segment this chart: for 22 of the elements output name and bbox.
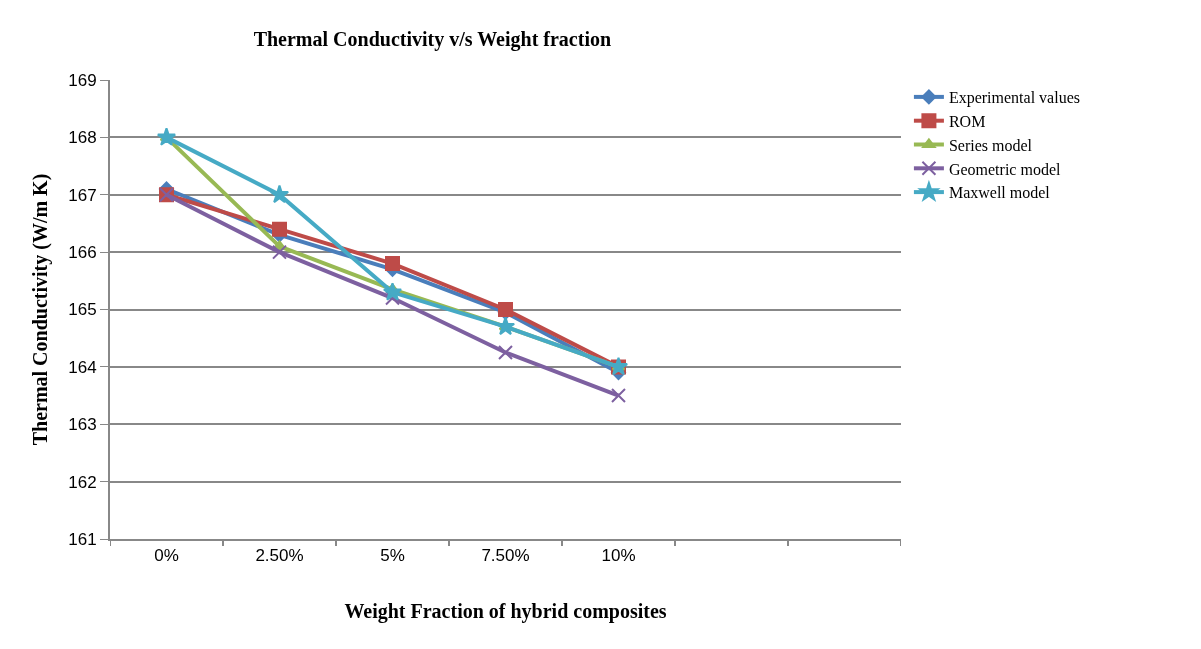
legend-label: ROM xyxy=(948,112,986,130)
x-tick-label: 10% xyxy=(601,546,636,566)
x-tick-label: 7.50% xyxy=(481,546,530,566)
y-axis-title: Thermal Conductivity (W/m K) xyxy=(29,173,53,446)
y-tick-label: 165 xyxy=(68,300,97,320)
y-tick-label: 161 xyxy=(68,529,97,549)
y-tick-label: 163 xyxy=(68,415,97,435)
legend-label: Maxwell model xyxy=(948,184,1051,202)
y-tick-label: 164 xyxy=(68,357,97,377)
y-tick-label: 162 xyxy=(68,472,97,492)
x-tick-label: 2.50% xyxy=(255,546,304,566)
y-tick-label: 166 xyxy=(68,243,97,263)
legend-label: Experimental values xyxy=(948,89,1080,108)
y-tick-label: 168 xyxy=(68,128,97,148)
x-tick-label: 5% xyxy=(380,546,405,566)
x-axis-title: Weight Fraction of hybrid composites xyxy=(344,600,667,624)
y-tick-label: 167 xyxy=(68,185,97,205)
y-tick-label: 169 xyxy=(68,70,97,90)
legend-label: Geometric model xyxy=(948,160,1061,178)
chart-title: Thermal Conductivity v/s Weight fraction xyxy=(253,28,612,52)
x-tick-label: 0% xyxy=(154,546,179,566)
legend-label: Series model xyxy=(948,136,1033,154)
